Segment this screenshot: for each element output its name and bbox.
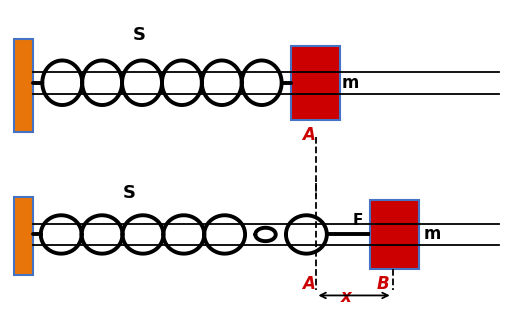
Text: A: A	[302, 275, 315, 293]
Text: S: S	[123, 184, 135, 202]
Text: A: A	[302, 126, 315, 144]
Text: m: m	[341, 74, 358, 92]
Text: x: x	[340, 288, 351, 306]
Text: B: B	[377, 275, 390, 293]
Text: F: F	[352, 213, 363, 228]
Bar	[13, 197, 33, 275]
Bar	[370, 200, 419, 268]
Bar	[291, 46, 340, 120]
Text: S: S	[133, 26, 146, 44]
Bar	[13, 39, 33, 132]
Text: m: m	[423, 225, 441, 244]
